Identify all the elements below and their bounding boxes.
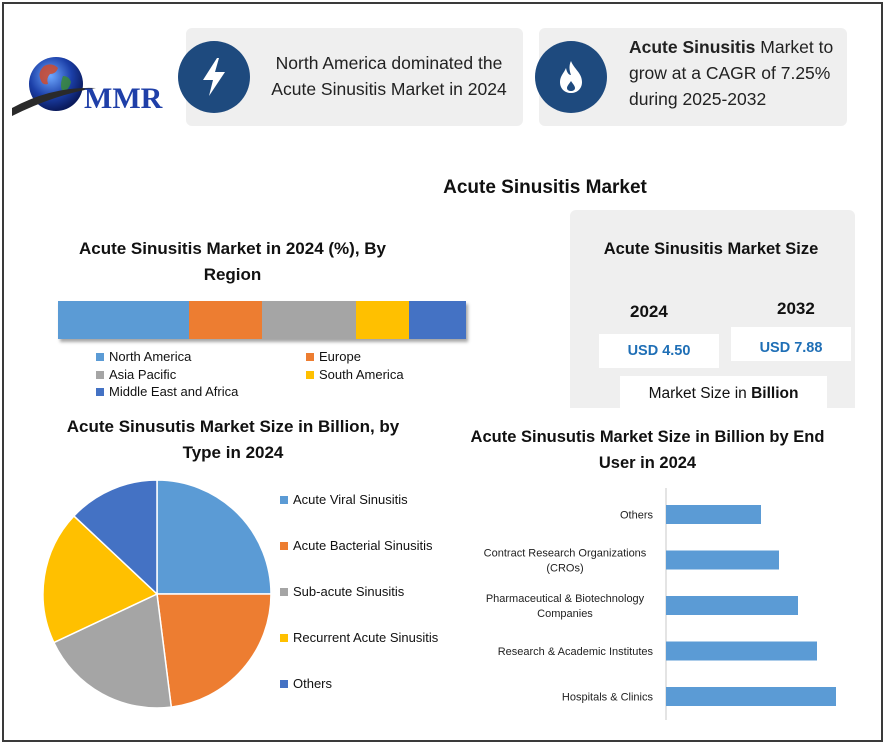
stack-segment-middle-east-and-africa xyxy=(408,301,466,339)
stack-segment-south-america xyxy=(355,301,409,339)
card-bold-text: Acute Sinusitis xyxy=(629,37,756,57)
stack-segment-europe xyxy=(188,301,262,339)
legend-label: Middle East and Africa xyxy=(109,384,239,399)
legend-item-acute-viral-sinusitis: Acute Viral Sinusitis xyxy=(280,492,408,507)
main-title: Acute Sinusitis Market xyxy=(443,177,647,198)
legend-swatch xyxy=(280,495,288,504)
info-card-cagr: Acute Sinusitis Market to grow at a CAGR… xyxy=(535,28,847,126)
bar-label-pharmaceutical-biotechnology-companies: Pharmaceutical & Biotechnology Companies xyxy=(486,593,645,620)
value-2024: USD 4.50 xyxy=(599,334,719,368)
bar-others xyxy=(666,505,761,524)
market-size-title: Acute Sinusitis Market Size xyxy=(603,240,819,258)
flame-icon xyxy=(535,41,607,113)
legend-swatch xyxy=(306,370,314,379)
legend-swatch xyxy=(96,370,104,379)
legend-swatch xyxy=(96,352,104,361)
legend-label: Others xyxy=(293,676,333,691)
legend-swatch xyxy=(280,679,288,688)
unit-bold: Billion xyxy=(751,385,799,402)
unit-prefix: Market Size in xyxy=(648,385,752,402)
legend-item-acute-bacterial-sinusitis: Acute Bacterial Sinusitis xyxy=(280,538,432,553)
type-pie-chart xyxy=(42,480,272,709)
legend-label: Recurrent Acute Sinusitis xyxy=(293,630,439,645)
card-text: Acute Sinusitis Market to grow at a CAGR… xyxy=(629,34,844,112)
market-size-panel: Acute Sinusitis Market Size 2024 2032 US… xyxy=(570,210,855,410)
legend-item-others: Others xyxy=(280,676,332,691)
legend-item-europe: Europe xyxy=(306,349,361,364)
legend-label: Asia Pacific xyxy=(109,367,177,382)
bar-research-academic-institutes xyxy=(666,641,817,661)
legend-item-middle-east-and-africa: Middle East and Africa xyxy=(96,384,238,399)
globe-icon xyxy=(12,57,96,116)
legend-item-asia-pacific: Asia Pacific xyxy=(96,367,176,382)
value-2032: USD 7.88 xyxy=(731,327,851,361)
info-card-north-america: North America dominated the Acute Sinusi… xyxy=(178,28,523,126)
bar-label-research-academic-institutes: Research & Academic Institutes xyxy=(498,646,654,658)
legend-label: Acute Viral Sinusitis xyxy=(293,492,408,507)
pie-slice-others xyxy=(72,480,158,596)
bar-label-hospitals-clinics: Hospitals & Clinics xyxy=(562,692,654,704)
bar-label-others: Others xyxy=(620,510,654,522)
legend-item-south-america: South America xyxy=(306,367,404,382)
type-chart-title: Acute Sinusutis Market Size in Billion, … xyxy=(66,417,400,462)
legend-item-recurrent-acute-sinusitis: Recurrent Acute Sinusitis xyxy=(280,630,438,645)
lightning-bolt-icon xyxy=(178,41,250,113)
legend-label: South America xyxy=(319,367,404,382)
bar-label-contract-research-organizations-cros: Contract Research Organizations (CROs) xyxy=(484,548,647,575)
legend-label: Sub-acute Sinusitis xyxy=(293,584,405,599)
region-chart-title: Acute Sinusitis Market in 2024 (%), By R… xyxy=(78,239,387,284)
enduser-bar-chart: Others Contract Research Organizations (CR… xyxy=(484,488,836,720)
legend-item-north-america: North America xyxy=(96,349,191,364)
year-2024: 2024 xyxy=(630,302,668,321)
pie-slice-recurrent-acute-sinusitis xyxy=(42,514,159,644)
legend-swatch xyxy=(280,541,288,550)
stack-segment-asia-pacific xyxy=(261,301,356,339)
stack-segment-north-america xyxy=(58,301,189,339)
legend-swatch xyxy=(96,387,104,396)
enduser-chart-title: Acute Sinusutis Market Size in Billion b… xyxy=(470,428,825,472)
legend-swatch xyxy=(306,352,314,361)
legend-swatch xyxy=(280,587,288,596)
card-rest-text: Market to grow at a CAGR of 7.25% during… xyxy=(629,37,834,109)
region-stacked-bar xyxy=(58,301,466,339)
pie-slice-sub-acute-sinusitis xyxy=(52,592,173,709)
legend-swatch xyxy=(280,633,288,642)
legend-item-sub-acute-sinusitis: Sub-acute Sinusitis xyxy=(280,584,404,599)
bar-hospitals-clinics xyxy=(666,687,836,706)
pie-slice-acute-viral-sinusitis xyxy=(156,480,272,595)
legend-label: Acute Bacterial Sinusitis xyxy=(293,538,433,553)
legend-label: North America xyxy=(109,349,192,364)
pie-slice-acute-bacterial-sinusitis xyxy=(156,593,272,708)
legend-label: Europe xyxy=(319,349,361,364)
year-2032: 2032 xyxy=(777,299,815,318)
bar-pharmaceutical-biotechnology-companies xyxy=(666,596,798,615)
bar-contract-research-organizations-cros xyxy=(666,550,779,570)
card-text: North America dominated the Acute Sinusi… xyxy=(271,53,507,99)
mmr-logo: MMR xyxy=(8,52,178,122)
unit-label: Market Size in Billion xyxy=(620,376,827,410)
logo-text: MMR xyxy=(84,82,163,115)
